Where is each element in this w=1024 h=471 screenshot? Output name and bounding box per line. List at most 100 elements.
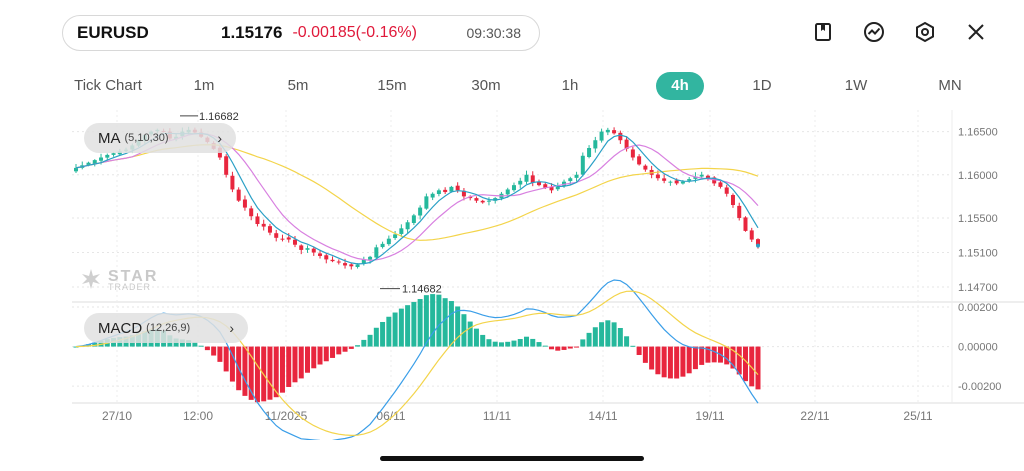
x-tick-label: 11/2025 [265, 409, 308, 423]
candle-body [674, 180, 679, 184]
candle-body [712, 177, 717, 184]
macd-histogram-bar [298, 346, 304, 379]
x-tick-label: 22/11 [800, 409, 829, 423]
candle-body [267, 226, 272, 233]
ma-params: (5,10,30) [124, 132, 169, 144]
macd-histogram-bar [229, 346, 235, 382]
macd-histogram-bar [248, 346, 254, 400]
settings-hexagon-icon[interactable] [913, 20, 937, 44]
candle-body [749, 230, 754, 240]
macd-histogram-bar [523, 336, 529, 347]
macd-histogram-bar [667, 346, 673, 379]
tab-1w[interactable]: 1W [844, 77, 868, 94]
candle-body [505, 189, 510, 195]
last-price: 1.15176 [221, 23, 283, 42]
candle-body [255, 216, 260, 224]
macd-histogram-bar [592, 327, 598, 347]
macd-histogram-bar [323, 346, 329, 362]
tab-1h[interactable]: 1h [561, 77, 579, 94]
candle-body [343, 263, 348, 266]
candle-body [368, 256, 373, 260]
candle-body [486, 200, 491, 202]
watermark-line2: TRADER [108, 281, 152, 292]
macd-histogram-bar [498, 342, 504, 347]
candle-body [261, 223, 266, 227]
candle-body [662, 178, 667, 181]
macd-histogram-bar [455, 306, 461, 347]
macd-histogram-bar [311, 346, 317, 369]
tab-mn[interactable]: MN [938, 77, 962, 94]
tab-tick-chart[interactable]: Tick Chart [74, 77, 142, 94]
candle-body [693, 176, 698, 179]
macd-histogram-bar [442, 298, 448, 347]
candle-body [280, 238, 285, 240]
macd-histogram-bar [486, 339, 492, 347]
macd-histogram-bar [411, 302, 417, 347]
candle-body [743, 217, 748, 231]
candle-body [537, 181, 542, 186]
macd-indicator-badge[interactable]: MACD (12,26,9) › [84, 313, 248, 343]
macd-histogram-bar [242, 346, 248, 396]
candle-body [74, 167, 78, 172]
macd-histogram-bar [680, 346, 686, 377]
x-tick-label: 14/11 [588, 409, 617, 423]
candle-body [587, 148, 592, 158]
macd-y-tick-label: -0.00200 [958, 381, 1001, 393]
ma-indicator-badge[interactable]: MA (5,10,30) › [84, 123, 236, 153]
candle-body [518, 180, 523, 185]
candle-body [555, 186, 560, 190]
tab-30m[interactable]: 30m [471, 77, 501, 94]
candle-body [737, 205, 742, 218]
macd-histogram-bar [417, 299, 423, 347]
macd-histogram-bar [342, 346, 348, 352]
candle-body [687, 179, 692, 181]
candle-body [430, 193, 435, 198]
star-trader-watermark: STAR TRADER [80, 268, 158, 295]
macd-histogram-bar [254, 346, 260, 403]
candle-body [699, 174, 704, 177]
candle-body [543, 184, 548, 188]
watermark-line1: STAR [108, 267, 159, 285]
tab-4h[interactable]: 4h [656, 72, 704, 100]
macd-histogram-bar [279, 346, 285, 393]
price-change: -0.00185(-0.16%) [292, 24, 417, 41]
macd-histogram-bar [198, 345, 204, 347]
high-label: 1.16682 [199, 111, 239, 123]
candle-body [705, 175, 710, 179]
candle-body [230, 175, 235, 190]
candle-body [292, 239, 297, 245]
candle-body [374, 247, 379, 258]
tab-1m[interactable]: 1m [193, 77, 215, 94]
candle-body [461, 190, 466, 197]
candle-body [424, 196, 429, 209]
macd-histogram-bar [436, 294, 442, 347]
macd-histogram-bar [730, 346, 736, 369]
macd-histogram-bar [692, 346, 698, 370]
tab-15m[interactable]: 15m [377, 77, 407, 94]
candle-body [380, 243, 385, 248]
candle-body [724, 187, 729, 194]
indicator-icon[interactable] [862, 20, 886, 44]
candle-body [580, 155, 585, 175]
macd-histogram-bar [580, 339, 586, 347]
price-chart[interactable]: 1.16500 1.16000 1.15500 1.15100 1.14700 0.002… [0, 0, 1024, 440]
candle-body [436, 190, 441, 195]
bookmark-icon[interactable] [811, 20, 835, 44]
candle-body [599, 131, 604, 141]
candle-body [455, 185, 460, 191]
low-label: 1.14682 [402, 284, 442, 296]
candle-body [355, 264, 360, 267]
candle-body [568, 178, 573, 182]
candle-body [449, 186, 454, 192]
macd-histogram-bar [542, 345, 548, 347]
tab-1d[interactable]: 1D [752, 77, 772, 94]
candle-body [524, 174, 529, 182]
macd-histogram-bar [273, 346, 279, 398]
macd-y-tick-label: 0.00200 [958, 302, 998, 314]
close-icon[interactable] [964, 20, 988, 44]
macd-histogram-bar [574, 346, 580, 348]
candle-body [286, 237, 291, 240]
tab-5m[interactable]: 5m [287, 77, 309, 94]
candle-body [756, 239, 760, 246]
candle-body [249, 208, 254, 217]
